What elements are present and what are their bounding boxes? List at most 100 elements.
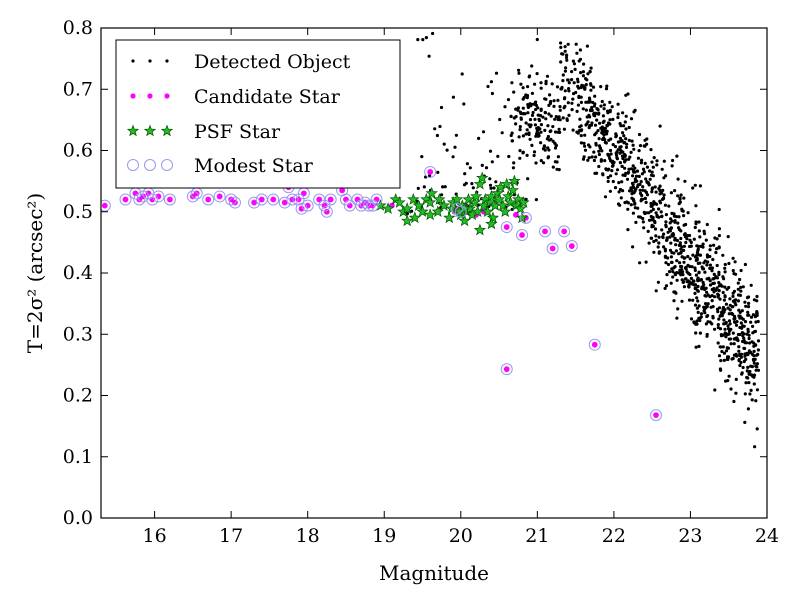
detected-object-point (655, 159, 659, 163)
detected-object-point (577, 95, 581, 100)
detected-object-point (579, 124, 583, 128)
detected-object-point (591, 85, 596, 89)
detected-object-point (733, 320, 737, 324)
detected-object-point (542, 145, 547, 149)
detected-object-point (581, 70, 586, 74)
candidate-star-point (503, 366, 510, 373)
detected-object-point (600, 99, 604, 104)
detected-object-point (726, 357, 730, 362)
detected-object-point (623, 120, 627, 124)
detected-object-point (667, 204, 671, 208)
detected-object-point (509, 114, 513, 118)
detected-object-point (545, 74, 550, 78)
detected-object-point (696, 310, 700, 314)
candidate-star-point (316, 196, 323, 203)
detected-object-point (557, 115, 561, 119)
detected-object-point (662, 232, 666, 236)
detected-object-point (673, 189, 677, 193)
detected-object-point (524, 121, 528, 125)
detected-object-point (524, 197, 528, 201)
detected-object-point (641, 167, 646, 171)
detected-object-point (719, 333, 724, 337)
detected-object-point (657, 235, 661, 239)
detected-object-point (534, 161, 538, 165)
detected-object-point (654, 234, 658, 238)
detected-object-point (616, 140, 621, 144)
detected-object-point (633, 166, 637, 170)
detected-object-point (471, 186, 475, 190)
detected-object-point (689, 276, 694, 280)
detected-object-point (705, 222, 709, 227)
detected-object-point (717, 317, 721, 321)
candidate-star-point (549, 245, 556, 252)
detected-object-point (710, 287, 714, 292)
detected-object-point (608, 148, 613, 153)
detected-object-point (565, 118, 569, 122)
detected-object-point (755, 362, 760, 366)
detected-object-point (484, 166, 489, 170)
detected-object-point (641, 220, 645, 224)
detected-object-point (602, 107, 606, 111)
detected-object-point (748, 392, 752, 396)
detected-object-point (626, 170, 631, 174)
detected-object-point (708, 263, 713, 267)
detected-object-point (490, 160, 494, 164)
detected-object-point (726, 306, 730, 310)
detected-object-point (736, 281, 740, 285)
detected-object-point (631, 143, 635, 147)
detected-object-point (599, 85, 603, 89)
detected-object-point (537, 118, 542, 123)
detected-object-point (693, 183, 697, 187)
candidate-star-point (503, 224, 510, 230)
detected-object-point (746, 310, 750, 314)
detected-object-point (433, 127, 437, 131)
detected-object-point (600, 131, 604, 135)
y-tick-label: 0.2 (63, 385, 93, 407)
detected-object-point (632, 147, 636, 151)
detected-object-point (718, 297, 722, 301)
detected-object-point (576, 80, 580, 84)
detected-object-point (606, 152, 610, 156)
detected-object-point (563, 69, 568, 73)
detected-object-point (601, 173, 605, 177)
modest-star-point (213, 190, 226, 203)
detected-object-point (587, 126, 591, 130)
detected-object-point (550, 82, 554, 86)
modest-star-point (650, 409, 662, 422)
detected-object-point (521, 134, 526, 138)
detected-object-point (559, 41, 563, 45)
detected-object-point (697, 304, 701, 308)
detected-object-point (706, 260, 710, 264)
detected-object-point (539, 123, 544, 127)
detected-object-point (696, 289, 700, 293)
detected-object-point (676, 221, 680, 225)
detected-object-point (601, 114, 606, 118)
detected-object-point (688, 264, 692, 269)
y-tick-label: 0.8 (63, 17, 93, 39)
detected-object-point (565, 53, 569, 57)
detected-object-point (643, 196, 647, 200)
detected-object-point (572, 81, 576, 85)
legend-label: Modest Star (194, 155, 314, 177)
detected-object-point (699, 312, 704, 316)
psf-star-point (469, 189, 483, 202)
psf-star-point (450, 192, 464, 205)
detected-object-point (592, 150, 596, 154)
psf-star-point (425, 186, 438, 199)
detected-object-point (567, 89, 571, 93)
detected-object-point (600, 149, 604, 153)
detected-object-point (517, 68, 521, 72)
detected-object-point (555, 85, 560, 89)
detected-object-point (740, 372, 744, 376)
detected-object-point (547, 103, 551, 107)
detected-object-point (422, 185, 426, 189)
detected-object-point (563, 96, 567, 100)
detected-object-point (488, 149, 493, 153)
detected-object-point (460, 72, 464, 76)
detected-object-point (541, 115, 545, 119)
detected-object-point (724, 335, 728, 339)
detected-object-point (648, 177, 652, 181)
psf-star-points (374, 171, 530, 236)
detected-object-point (539, 141, 543, 145)
detected-object-point (687, 233, 692, 238)
